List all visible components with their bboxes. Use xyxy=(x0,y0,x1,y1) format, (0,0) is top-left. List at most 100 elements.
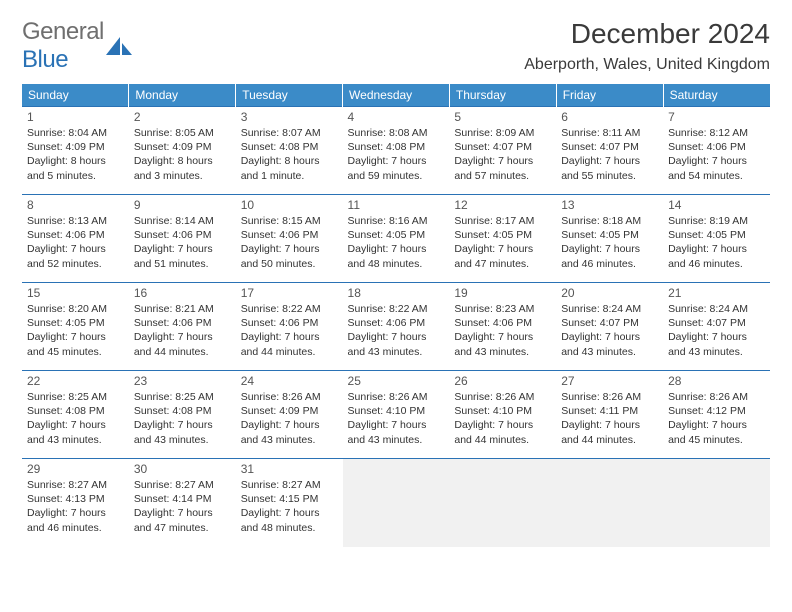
day-cell: 13Sunrise: 8:18 AMSunset: 4:05 PMDayligh… xyxy=(556,195,663,283)
day-cell: 23Sunrise: 8:25 AMSunset: 4:08 PMDayligh… xyxy=(129,371,236,459)
day-cell: 2Sunrise: 8:05 AMSunset: 4:09 PMDaylight… xyxy=(129,107,236,195)
location-subtitle: Aberporth, Wales, United Kingdom xyxy=(524,56,770,74)
logo-sail-icon xyxy=(106,37,132,55)
day2-text: and 1 minute. xyxy=(241,169,338,183)
day-number: 1 xyxy=(27,110,124,124)
day-number: 15 xyxy=(27,286,124,300)
sunrise-text: Sunrise: 8:26 AM xyxy=(454,390,551,404)
day2-text: and 43 minutes. xyxy=(454,345,551,359)
sunset-text: Sunset: 4:07 PM xyxy=(668,316,765,330)
day-number: 14 xyxy=(668,198,765,212)
sunset-text: Sunset: 4:05 PM xyxy=(348,228,445,242)
day-number: 23 xyxy=(134,374,231,388)
page-header: General Blue December 2024 Aberporth, Wa… xyxy=(22,18,770,74)
day-number: 20 xyxy=(561,286,658,300)
sunrise-text: Sunrise: 8:24 AM xyxy=(561,302,658,316)
day2-text: and 43 minutes. xyxy=(241,433,338,447)
day1-text: Daylight: 7 hours xyxy=(241,242,338,256)
day-number: 29 xyxy=(27,462,124,476)
calendar-week-row: 15Sunrise: 8:20 AMSunset: 4:05 PMDayligh… xyxy=(22,283,770,371)
empty-cell xyxy=(556,459,663,547)
sunrise-text: Sunrise: 8:23 AM xyxy=(454,302,551,316)
day-cell: 29Sunrise: 8:27 AMSunset: 4:13 PMDayligh… xyxy=(22,459,129,547)
day2-text: and 55 minutes. xyxy=(561,169,658,183)
sunrise-text: Sunrise: 8:14 AM xyxy=(134,214,231,228)
empty-cell xyxy=(343,459,450,547)
day2-text: and 44 minutes. xyxy=(561,433,658,447)
day-header: Friday xyxy=(556,84,663,107)
sunset-text: Sunset: 4:08 PM xyxy=(241,140,338,154)
sunset-text: Sunset: 4:05 PM xyxy=(27,316,124,330)
sunset-text: Sunset: 4:06 PM xyxy=(241,316,338,330)
day-cell: 4Sunrise: 8:08 AMSunset: 4:08 PMDaylight… xyxy=(343,107,450,195)
sunrise-text: Sunrise: 8:25 AM xyxy=(27,390,124,404)
day-number: 27 xyxy=(561,374,658,388)
day1-text: Daylight: 7 hours xyxy=(348,330,445,344)
sunset-text: Sunset: 4:07 PM xyxy=(454,140,551,154)
sunset-text: Sunset: 4:10 PM xyxy=(348,404,445,418)
day2-text: and 3 minutes. xyxy=(134,169,231,183)
sunrise-text: Sunrise: 8:04 AM xyxy=(27,126,124,140)
sunrise-text: Sunrise: 8:27 AM xyxy=(27,478,124,492)
day2-text: and 44 minutes. xyxy=(134,345,231,359)
sunset-text: Sunset: 4:09 PM xyxy=(241,404,338,418)
day-cell: 25Sunrise: 8:26 AMSunset: 4:10 PMDayligh… xyxy=(343,371,450,459)
sunrise-text: Sunrise: 8:26 AM xyxy=(668,390,765,404)
sunset-text: Sunset: 4:07 PM xyxy=(561,316,658,330)
day1-text: Daylight: 7 hours xyxy=(134,418,231,432)
day-cell: 8Sunrise: 8:13 AMSunset: 4:06 PMDaylight… xyxy=(22,195,129,283)
day1-text: Daylight: 7 hours xyxy=(27,506,124,520)
sunset-text: Sunset: 4:11 PM xyxy=(561,404,658,418)
sunset-text: Sunset: 4:08 PM xyxy=(348,140,445,154)
day1-text: Daylight: 7 hours xyxy=(348,154,445,168)
day-cell: 12Sunrise: 8:17 AMSunset: 4:05 PMDayligh… xyxy=(449,195,556,283)
day1-text: Daylight: 7 hours xyxy=(134,242,231,256)
sunrise-text: Sunrise: 8:15 AM xyxy=(241,214,338,228)
day-cell: 5Sunrise: 8:09 AMSunset: 4:07 PMDaylight… xyxy=(449,107,556,195)
day-cell: 6Sunrise: 8:11 AMSunset: 4:07 PMDaylight… xyxy=(556,107,663,195)
calendar-header-row: SundayMondayTuesdayWednesdayThursdayFrid… xyxy=(22,84,770,107)
day1-text: Daylight: 7 hours xyxy=(27,242,124,256)
day1-text: Daylight: 7 hours xyxy=(454,418,551,432)
day2-text: and 5 minutes. xyxy=(27,169,124,183)
day1-text: Daylight: 7 hours xyxy=(27,330,124,344)
day1-text: Daylight: 7 hours xyxy=(454,242,551,256)
calendar-week-row: 22Sunrise: 8:25 AMSunset: 4:08 PMDayligh… xyxy=(22,371,770,459)
sunset-text: Sunset: 4:09 PM xyxy=(27,140,124,154)
logo-text: General Blue xyxy=(22,18,104,74)
day2-text: and 43 minutes. xyxy=(27,433,124,447)
day1-text: Daylight: 7 hours xyxy=(454,330,551,344)
sunrise-text: Sunrise: 8:21 AM xyxy=(134,302,231,316)
sunrise-text: Sunrise: 8:26 AM xyxy=(348,390,445,404)
sunrise-text: Sunrise: 8:11 AM xyxy=(561,126,658,140)
sunrise-text: Sunrise: 8:24 AM xyxy=(668,302,765,316)
calendar-table: SundayMondayTuesdayWednesdayThursdayFrid… xyxy=(22,84,770,547)
day1-text: Daylight: 7 hours xyxy=(241,418,338,432)
day-cell: 3Sunrise: 8:07 AMSunset: 4:08 PMDaylight… xyxy=(236,107,343,195)
day2-text: and 43 minutes. xyxy=(561,345,658,359)
day2-text: and 45 minutes. xyxy=(668,433,765,447)
day1-text: Daylight: 8 hours xyxy=(27,154,124,168)
day-header: Saturday xyxy=(663,84,770,107)
day-number: 12 xyxy=(454,198,551,212)
sunset-text: Sunset: 4:06 PM xyxy=(348,316,445,330)
sunrise-text: Sunrise: 8:13 AM xyxy=(27,214,124,228)
day1-text: Daylight: 7 hours xyxy=(668,418,765,432)
day-number: 4 xyxy=(348,110,445,124)
day-cell: 30Sunrise: 8:27 AMSunset: 4:14 PMDayligh… xyxy=(129,459,236,547)
calendar-week-row: 1Sunrise: 8:04 AMSunset: 4:09 PMDaylight… xyxy=(22,107,770,195)
day-number: 11 xyxy=(348,198,445,212)
day-number: 7 xyxy=(668,110,765,124)
day-cell: 31Sunrise: 8:27 AMSunset: 4:15 PMDayligh… xyxy=(236,459,343,547)
sunset-text: Sunset: 4:06 PM xyxy=(454,316,551,330)
sunset-text: Sunset: 4:06 PM xyxy=(27,228,124,242)
day-number: 6 xyxy=(561,110,658,124)
day1-text: Daylight: 7 hours xyxy=(561,418,658,432)
day1-text: Daylight: 7 hours xyxy=(348,242,445,256)
day2-text: and 43 minutes. xyxy=(348,433,445,447)
sunset-text: Sunset: 4:15 PM xyxy=(241,492,338,506)
day-header: Monday xyxy=(129,84,236,107)
day-cell: 1 Sunrise: 8:04 AMSunset: 4:09 PMDaylight… xyxy=(22,107,129,195)
day-header: Sunday xyxy=(22,84,129,107)
day2-text: and 48 minutes. xyxy=(348,257,445,271)
